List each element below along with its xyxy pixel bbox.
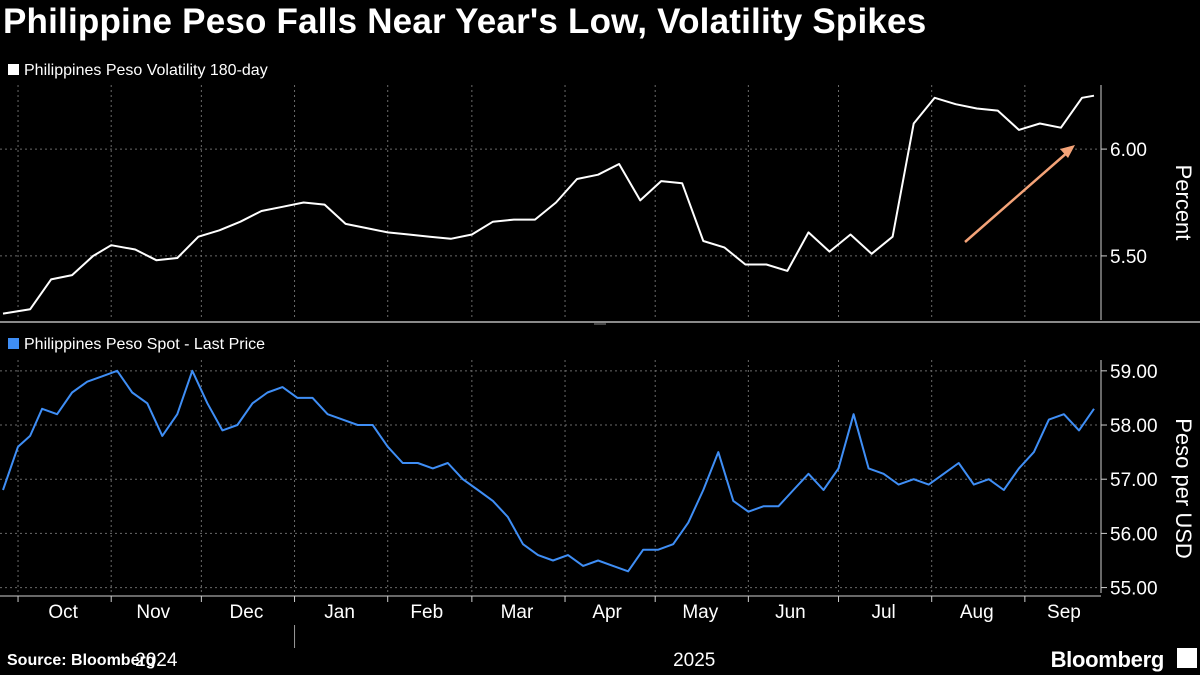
x-tick-label: Jun [775,602,806,623]
x-tick-label: Apr [592,602,622,623]
legend-volatility: Philippines Peso Volatility 180-day [8,62,268,80]
bloomberg-logo: Bloomberg [1050,647,1165,672]
legend-swatch-spot [8,338,19,349]
legend-spot: Philippines Peso Spot - Last Price [8,336,265,354]
y-axis-title: Peso per USD [1171,418,1196,559]
annotation-arrowhead [1060,145,1075,158]
x-tick-label: Oct [48,602,78,623]
y-axis-title: Percent [1171,165,1196,241]
y-tick-label: 6.00 [1110,140,1147,161]
x-year-label: 2024 [135,650,178,671]
x-tick-label: Nov [136,602,170,623]
y-tick-label: 56.00 [1110,524,1158,545]
legend-label-spot: Philippines Peso Spot - Last Price [24,336,266,353]
x-tick-label: Sep [1047,602,1081,623]
y-tick-label: 55.00 [1110,579,1158,600]
bloomberg-terminal-icon [1177,648,1197,668]
legend-label-volatility: Philippines Peso Volatility 180-day [24,62,268,79]
y-tick-label: 57.00 [1110,470,1158,491]
y-tick-label: 5.50 [1110,247,1147,268]
x-tick-label: Jan [324,602,355,623]
source-note: Source: Bloomberg [7,652,156,669]
x-tick-label: Dec [230,602,264,623]
x-tick-label: Jul [871,602,895,623]
legend-swatch-volatility [8,64,19,75]
spot-series-line [2,369,1095,573]
volatility-series-line [2,94,1095,315]
y-tick-label: 58.00 [1110,416,1158,437]
x-tick-label: Aug [960,602,994,623]
y-tick-label: 59.00 [1110,362,1158,383]
x-year-label: 2025 [673,650,715,671]
chart-title: Philippine Peso Falls Near Year's Low, V… [3,2,927,41]
annotation-arrow [964,150,1070,243]
x-tick-label: Mar [501,602,534,623]
x-tick-label: May [682,602,718,623]
x-tick-label: Feb [410,602,443,623]
